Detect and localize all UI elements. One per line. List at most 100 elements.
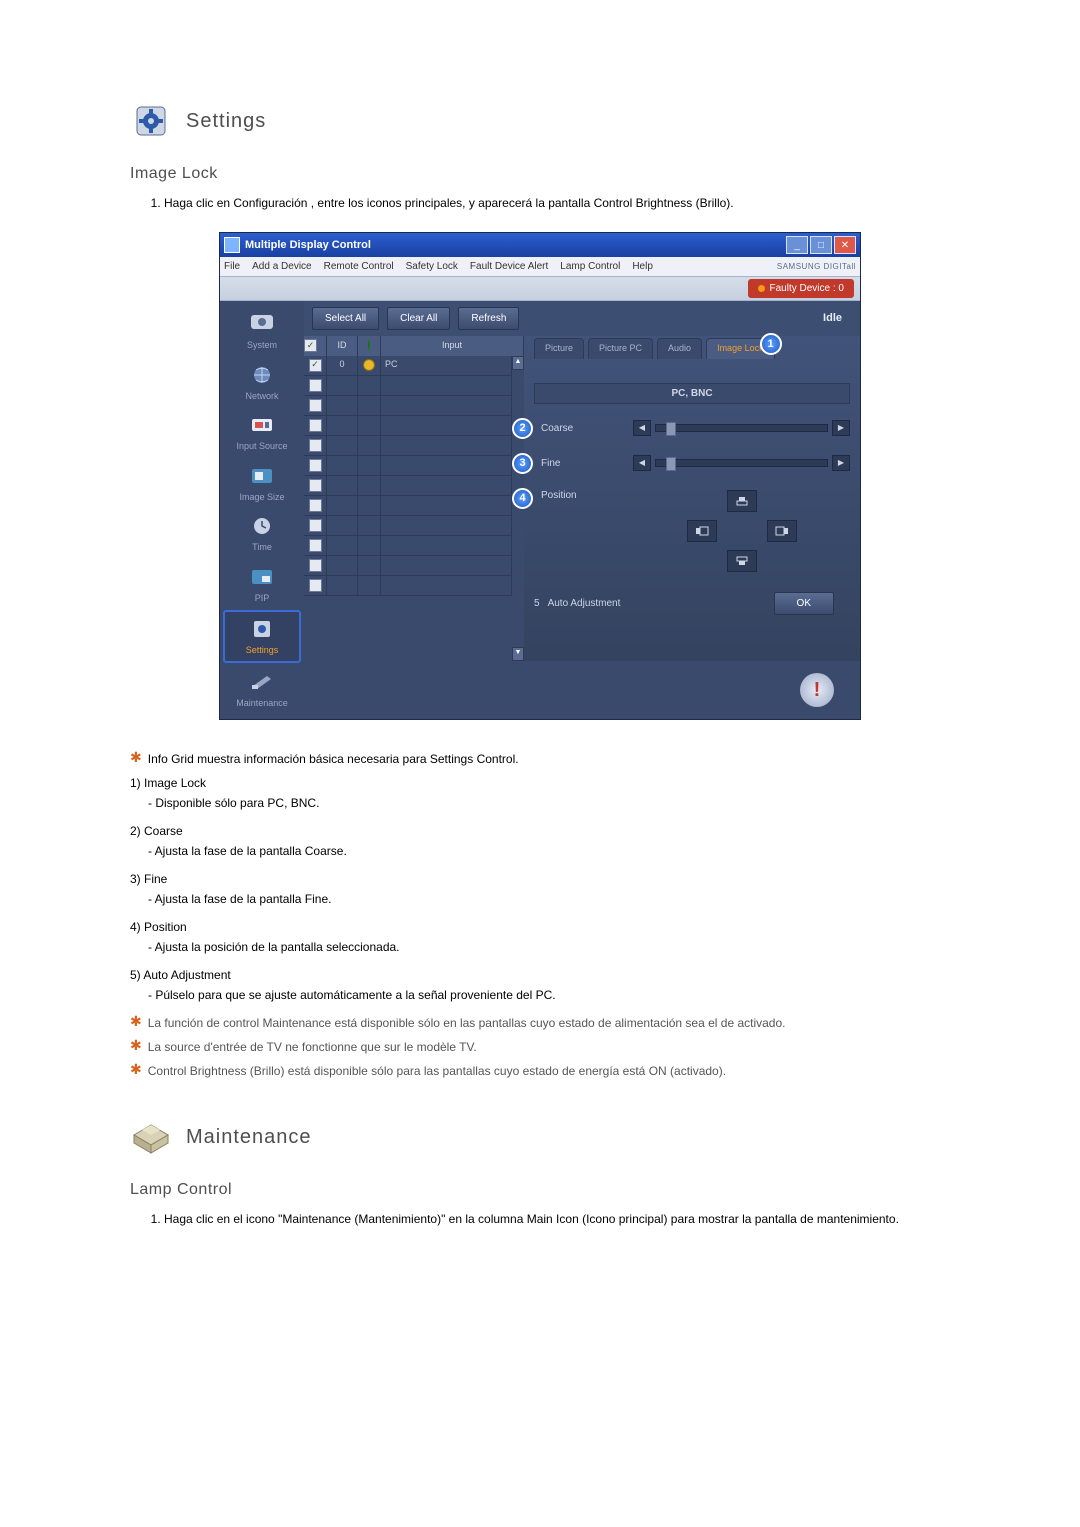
tab-audio[interactable]: Audio (657, 338, 702, 359)
sidebar-item-time[interactable]: Time (225, 509, 299, 558)
row-input: PC (381, 356, 512, 375)
row-checkbox[interactable] (309, 479, 322, 492)
panel-subheader: PC, BNC (534, 383, 850, 404)
window-buttons: _ □ ✕ (786, 236, 856, 254)
position-row: 4 Position (534, 488, 850, 574)
table-row (304, 556, 512, 576)
header-checkbox[interactable]: ✓ (304, 339, 317, 352)
grid-header: ✓ ID Input (304, 336, 524, 356)
star-icon: ✱ (130, 1062, 142, 1077)
position-pad (633, 488, 850, 574)
table-row (304, 396, 512, 416)
star-icon: ✱ (130, 1014, 142, 1029)
table-row (304, 456, 512, 476)
position-up-button[interactable] (727, 490, 757, 512)
sidebar-label: Image Size (239, 491, 284, 505)
app-icon (224, 237, 240, 253)
menu-file[interactable]: File (224, 259, 240, 274)
slider-left-icon[interactable]: ◀ (633, 455, 651, 471)
sidebar-label: System (247, 339, 277, 353)
maintenance-box-icon (130, 1116, 172, 1158)
faulty-device-badge: Faulty Device : 0 (748, 279, 854, 298)
sidebar-item-pip[interactable]: PIP (225, 560, 299, 609)
maximize-button[interactable]: □ (810, 236, 832, 254)
row-status-icon (363, 359, 375, 371)
star-icon: ✱ (130, 1038, 142, 1053)
col-id: ID (327, 336, 358, 356)
scroll-down-icon[interactable]: ▼ (512, 647, 524, 661)
table-row (304, 476, 512, 496)
note-item-4: 4) Position - Ajusta la posición de la p… (130, 918, 950, 956)
slider-track[interactable] (655, 459, 828, 467)
select-all-button[interactable]: Select All (312, 307, 379, 330)
row-checkbox[interactable] (309, 419, 322, 432)
slider-right-icon[interactable]: ▶ (832, 420, 850, 436)
fine-slider[interactable]: ◀ ▶ (633, 455, 850, 471)
tab-image-lock[interactable]: Image Lock 1 (706, 338, 775, 359)
table-row (304, 436, 512, 456)
row-checkbox[interactable] (309, 499, 322, 512)
menu-add-device[interactable]: Add a Device (252, 259, 311, 274)
ok-button[interactable]: OK (774, 592, 834, 615)
refresh-button[interactable]: Refresh (458, 307, 519, 330)
position-right-button[interactable] (767, 520, 797, 542)
slider-right-icon[interactable]: ▶ (832, 455, 850, 471)
sidebar-item-input-source[interactable]: Input Source (225, 408, 299, 457)
position-left-button[interactable] (687, 520, 717, 542)
close-button[interactable]: ✕ (834, 236, 856, 254)
tab-picture[interactable]: Picture (534, 338, 584, 359)
sidebar-label: Time (252, 541, 272, 555)
row-checkbox[interactable]: ✓ (309, 359, 322, 372)
callout-5: 5 (534, 596, 540, 611)
coarse-slider[interactable]: ◀ ▶ (633, 420, 850, 436)
menu-lamp-control[interactable]: Lamp Control (560, 259, 620, 274)
row-checkbox[interactable] (309, 459, 322, 472)
scroll-up-icon[interactable]: ▲ (512, 356, 524, 370)
sidebar-item-maintenance[interactable]: Maintenance (225, 665, 299, 714)
menu-fault-alert[interactable]: Fault Device Alert (470, 259, 548, 274)
panel-tabs: Picture Picture PC Audio Image Lock 1 (534, 336, 850, 359)
row-checkbox[interactable] (309, 439, 322, 452)
sidebar-label: Input Source (236, 440, 287, 454)
slider-left-icon[interactable]: ◀ (633, 420, 651, 436)
sidebar-item-system[interactable]: System (225, 307, 299, 356)
row-checkbox[interactable] (309, 519, 322, 532)
settings-icon (130, 100, 172, 142)
alert-icon: ! (800, 673, 834, 707)
sidebar-item-network[interactable]: Network (225, 358, 299, 407)
position-down-button[interactable] (727, 550, 757, 572)
minimize-button[interactable]: _ (786, 236, 808, 254)
row-checkbox[interactable] (309, 539, 322, 552)
note-text: La función de control Maintenance está d… (148, 1014, 786, 1032)
table-row[interactable]: ✓ 0 PC (304, 356, 512, 376)
sidebar-item-image-size[interactable]: Image Size (225, 459, 299, 508)
system-icon (247, 311, 277, 337)
menu-safety-lock[interactable]: Safety Lock (406, 259, 458, 274)
row-checkbox[interactable] (309, 579, 322, 592)
clear-all-button[interactable]: Clear All (387, 307, 450, 330)
row-checkbox[interactable] (309, 559, 322, 572)
table-row (304, 516, 512, 536)
app-window: Multiple Display Control _ □ ✕ File Add … (219, 232, 861, 720)
row-checkbox[interactable] (309, 379, 322, 392)
sidebar-item-settings[interactable]: Settings (223, 610, 301, 663)
slider-thumb[interactable] (666, 422, 676, 436)
row-id: 0 (327, 356, 358, 375)
settings-panel: Picture Picture PC Audio Image Lock 1 PC… (524, 336, 860, 661)
menu-remote-control[interactable]: Remote Control (324, 259, 394, 274)
sidebar-label: Network (245, 390, 278, 404)
fine-label: Fine (541, 456, 625, 471)
note-text: Control Brightness (Brillo) está disponi… (148, 1062, 726, 1080)
slider-thumb[interactable] (666, 457, 676, 471)
settings-gear-icon (247, 616, 277, 642)
numbered-notes: 1) Image Lock - Disponible sólo para PC,… (130, 774, 950, 1004)
note-star-1: ✱ Info Grid muestra información básica n… (130, 750, 950, 768)
app-body: System Network Input Source (220, 301, 860, 719)
row-checkbox[interactable] (309, 399, 322, 412)
tab-picture-pc[interactable]: Picture PC (588, 338, 653, 359)
menu-help[interactable]: Help (632, 259, 653, 274)
sidebar-label: Settings (246, 644, 279, 658)
slider-track[interactable] (655, 424, 828, 432)
callout-4: 4 (512, 488, 533, 509)
brand-label: SAMSUNG DIGITall (777, 261, 856, 273)
